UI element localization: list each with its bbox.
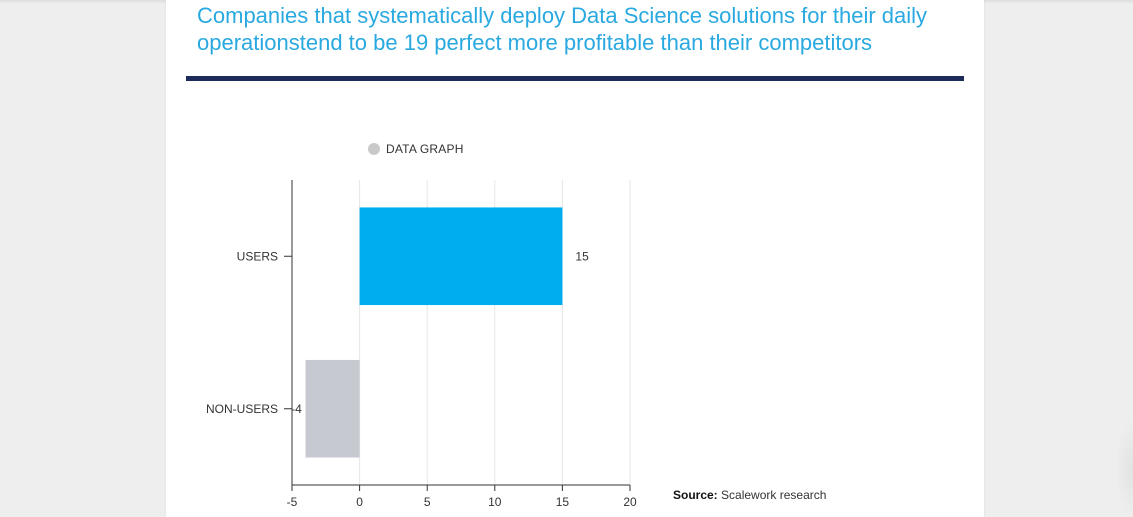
source-note: Source: Scalework research: [673, 488, 826, 502]
x-tick-label: -5: [287, 495, 298, 509]
headline: Companies that systematically deploy Dat…: [197, 3, 928, 55]
legend-label: DATA GRAPH: [386, 142, 464, 156]
category-label: NON-USERS: [206, 402, 278, 416]
source-value: Scalework research: [721, 488, 827, 502]
bars: [305, 207, 563, 458]
x-tick-label: 5: [424, 495, 431, 509]
x-tick-label: 20: [623, 495, 637, 509]
source-key: Source:: [673, 488, 718, 502]
edge-shadow: [1115, 420, 1133, 517]
chart-legend[interactable]: DATA GRAPH: [368, 141, 464, 157]
data-label: -4: [291, 402, 302, 416]
legend-dot-icon: [368, 143, 380, 155]
axes: [284, 180, 631, 491]
labels: 15 USERS -4 NON-USERS -5 0 5 10 15 20: [206, 249, 637, 509]
headline-divider: [186, 76, 964, 81]
data-label: 15: [575, 249, 589, 263]
bar-users: [359, 207, 563, 306]
content-card: Companies that systematically deploy Dat…: [166, 0, 984, 517]
bar-chart: 15 USERS -4 NON-USERS -5 0 5 10 15 20: [206, 180, 637, 509]
x-tick-label: 15: [556, 495, 570, 509]
x-tick-label: 10: [488, 495, 502, 509]
bar-non-users: [305, 359, 360, 458]
category-label: USERS: [237, 249, 278, 263]
x-tick-label: 0: [356, 495, 363, 509]
